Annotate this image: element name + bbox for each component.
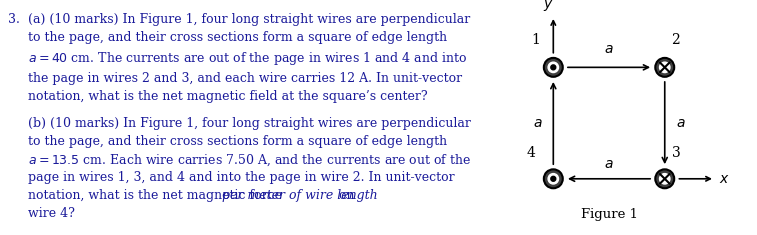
Text: $a$: $a$: [604, 157, 614, 171]
Text: $x$: $x$: [719, 172, 730, 186]
Text: page in wires 1, 3, and 4 and into the page in wire 2. In unit-vector: page in wires 1, 3, and 4 and into the p…: [28, 171, 455, 184]
Circle shape: [656, 169, 674, 188]
Circle shape: [656, 58, 674, 77]
Text: 3: 3: [671, 146, 681, 161]
Text: per meter of wire length: per meter of wire length: [222, 189, 377, 202]
Text: 1: 1: [531, 33, 540, 47]
Text: Figure 1: Figure 1: [581, 208, 637, 221]
Text: notation, what is the net magnetic force: notation, what is the net magnetic force: [28, 189, 286, 202]
Text: wire 4?: wire 4?: [28, 207, 75, 220]
Text: 3.: 3.: [8, 13, 20, 26]
Text: (a) (10 marks) In Figure 1, four long straight wires are perpendicular
to the pa: (a) (10 marks) In Figure 1, four long st…: [28, 13, 470, 103]
Text: 2: 2: [671, 33, 681, 47]
Circle shape: [544, 169, 562, 188]
Text: on: on: [335, 189, 354, 202]
Text: $a$: $a$: [676, 116, 686, 130]
Circle shape: [548, 174, 559, 184]
Circle shape: [659, 62, 670, 73]
Circle shape: [551, 176, 556, 181]
Circle shape: [544, 58, 562, 77]
Circle shape: [548, 62, 559, 73]
Text: $y$: $y$: [544, 0, 554, 13]
Text: $a = 13.5$ cm. Each wire carries 7.50 A, and the currents are out of the: $a = 13.5$ cm. Each wire carries 7.50 A,…: [28, 153, 472, 168]
Text: 4: 4: [527, 146, 535, 161]
Text: to the page, and their cross sections form a square of edge length: to the page, and their cross sections fo…: [28, 135, 447, 148]
Text: (b) (10 marks) In Figure 1, four long straight wires are perpendicular: (b) (10 marks) In Figure 1, four long st…: [28, 117, 471, 130]
Text: $a$: $a$: [533, 116, 542, 130]
Circle shape: [551, 65, 556, 70]
Text: $a$: $a$: [604, 42, 614, 56]
Circle shape: [659, 174, 670, 184]
